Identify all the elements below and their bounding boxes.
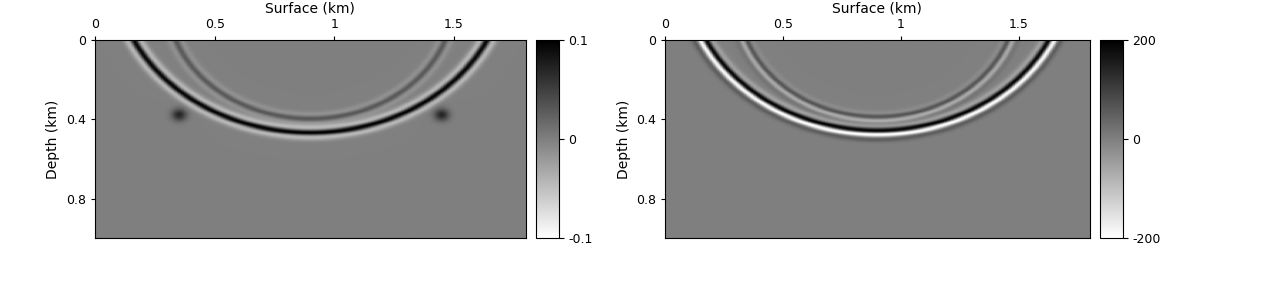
X-axis label: Surface (km): Surface (km) (266, 2, 355, 15)
Y-axis label: Depth (km): Depth (km) (47, 100, 61, 179)
X-axis label: Surface (km): Surface (km) (832, 2, 922, 15)
Y-axis label: Depth (km): Depth (km) (617, 100, 631, 179)
